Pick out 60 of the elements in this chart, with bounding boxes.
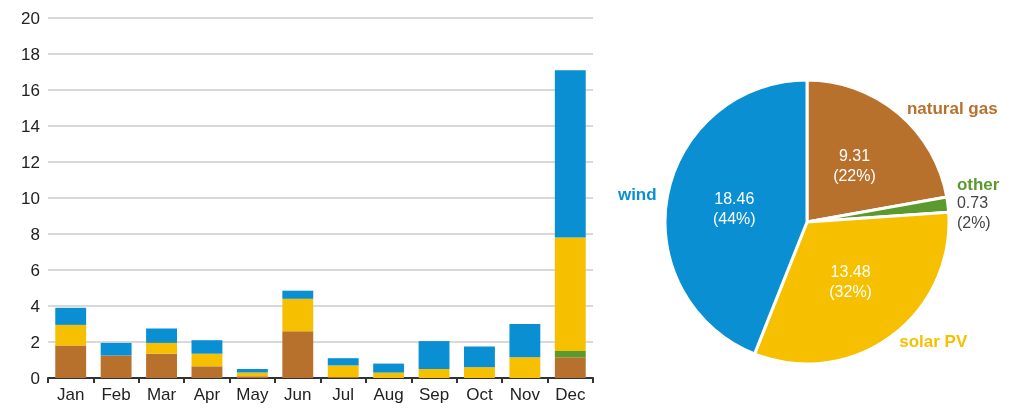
bar — [509, 324, 541, 358]
y-tick-label: 0 — [30, 368, 40, 388]
x-tick-label: Dec — [555, 385, 586, 404]
x-tick-label: Jun — [284, 385, 312, 404]
bar — [282, 290, 314, 299]
x-tick-label: Oct — [466, 385, 493, 404]
y-tick-label: 8 — [30, 224, 40, 244]
slice-label: solar PV — [899, 332, 968, 352]
bar — [146, 353, 177, 378]
y-tick-label: 10 — [21, 188, 40, 208]
bar — [55, 307, 87, 325]
bar — [191, 353, 223, 367]
y-tick-label: 4 — [30, 296, 40, 316]
x-tick-label: Sep — [418, 385, 450, 404]
slice-label: wind — [616, 184, 657, 204]
bar — [327, 365, 359, 378]
bar — [373, 372, 405, 378]
data-label: 0.73 (2%) — [956, 194, 991, 232]
bar — [191, 366, 223, 378]
data-label: 9.31 (22%) — [833, 146, 876, 184]
slice-label: other — [956, 174, 1000, 194]
bar — [554, 237, 586, 351]
x-tick-label: Mar — [146, 385, 177, 404]
bar — [282, 331, 314, 378]
x-tick-label: Nov — [509, 385, 541, 404]
bar — [327, 358, 359, 366]
bar — [418, 341, 450, 369]
x-tick-label: Apr — [193, 385, 221, 404]
bar — [282, 298, 314, 332]
bar — [55, 324, 87, 346]
x-tick-label: Jan — [57, 385, 85, 404]
y-tick-label: 14 — [21, 116, 40, 136]
x-tick-label: Feb — [101, 385, 131, 404]
x-tick-label: May — [236, 385, 269, 404]
bar — [146, 342, 177, 354]
bar — [464, 346, 495, 368]
data-label: 13.48 (32%) — [829, 263, 872, 301]
y-tick-label: 18 — [21, 44, 40, 64]
slice-label: natural gas — [906, 98, 998, 118]
y-tick-label: 16 — [21, 80, 40, 100]
bar — [554, 70, 586, 238]
bar — [373, 363, 405, 373]
y-tick-label: 6 — [30, 260, 40, 280]
bar — [100, 355, 132, 378]
data-label: 18.46 (44%) — [712, 189, 756, 227]
bar — [55, 345, 87, 378]
bar — [554, 351, 586, 358]
bar — [509, 357, 541, 378]
bar — [100, 342, 132, 356]
bar — [191, 340, 223, 354]
bar — [464, 367, 495, 378]
x-tick-label: Aug — [373, 385, 404, 404]
y-tick-label: 2 — [30, 332, 40, 352]
bar — [418, 369, 450, 378]
x-tick-label: Jul — [332, 385, 355, 404]
bar — [554, 357, 586, 378]
bar — [236, 369, 268, 373]
y-tick-label: 20 — [21, 8, 40, 28]
y-tick-label: 12 — [21, 152, 40, 172]
bar — [146, 328, 177, 343]
